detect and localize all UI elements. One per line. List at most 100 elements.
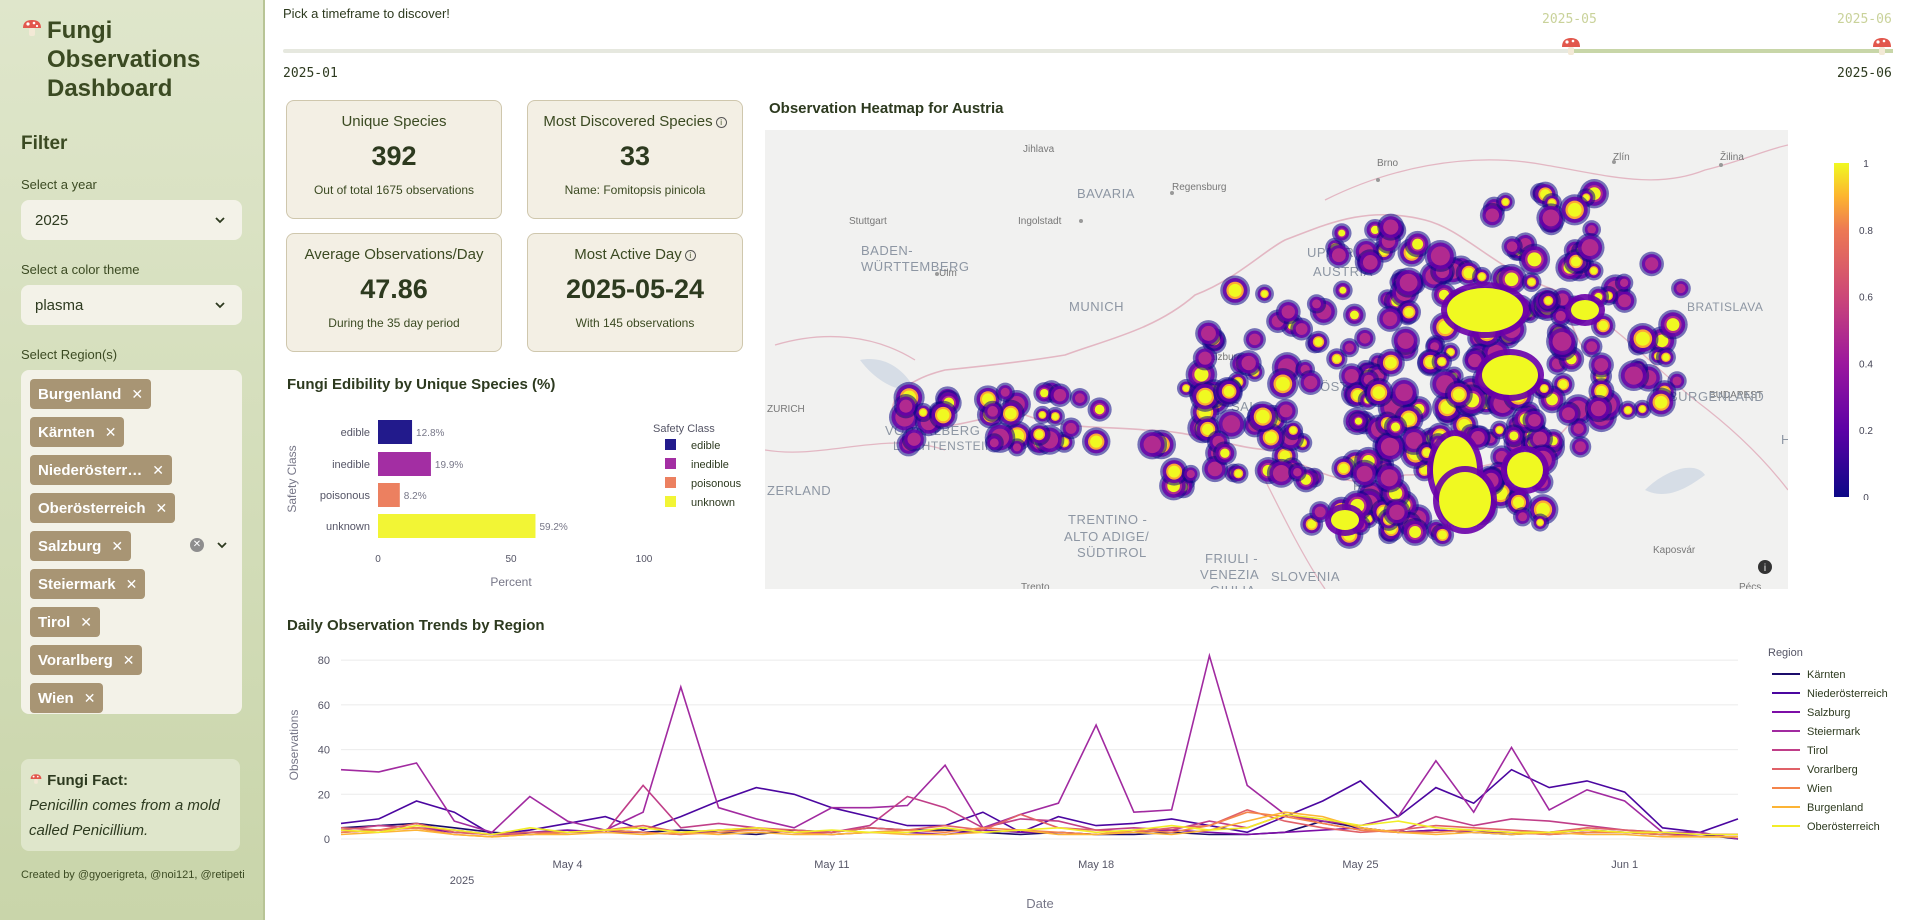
legend-swatch[interactable] (665, 477, 676, 488)
heat-spot (1655, 334, 1669, 348)
map-place-label: Ingolstadt (1018, 216, 1062, 227)
remove-tag-icon[interactable]: ✕ (104, 423, 117, 440)
observation-heatmap[interactable]: Jihlava Brno Zlín Žilina BAVARIA Regensburg St… (765, 130, 1788, 589)
edibility-bar-unknown[interactable] (378, 514, 536, 538)
heat-spot (1412, 238, 1424, 250)
heat-spot (907, 432, 921, 446)
legend-label: Oberösterreich (1807, 821, 1880, 833)
heat-spot (1567, 202, 1582, 217)
region-tag[interactable]: Burgenland ✕ (30, 379, 152, 409)
heat-spot (1362, 255, 1378, 270)
heat-spot (1354, 417, 1363, 425)
heat-spot (1447, 288, 1523, 332)
year-select-value: 2025 (35, 211, 69, 229)
chevron-down-icon[interactable] (214, 537, 230, 553)
edibility-category-label: poisonous (320, 490, 371, 502)
heat-spot (1338, 229, 1346, 237)
kpi-card-unique-species: Unique Species 392 Out of total 1675 obs… (286, 100, 502, 219)
heat-spot (1074, 393, 1085, 404)
slider-end-handle[interactable] (1871, 35, 1893, 57)
region-tag[interactable]: Kärnten ✕ (30, 417, 125, 447)
heat-spot (899, 399, 913, 413)
heat-spot (1581, 239, 1599, 257)
heatmap-canvas[interactable]: Jihlava Brno Zlín Žilina BAVARIA Regensburg St… (765, 130, 1788, 589)
trend-line-7[interactable] (340, 811, 1738, 838)
trend-line-8[interactable] (340, 813, 1738, 836)
edibility-ylabel: Safety Class (285, 445, 299, 512)
region-multiselect[interactable]: Burgenland ✕ Kärnten ✕ Niederösterr… ✕ Ober… (21, 370, 242, 714)
region-tag[interactable]: Steiermark ✕ (30, 569, 146, 599)
edibility-bar-edible[interactable] (378, 420, 413, 444)
remove-tag-icon[interactable]: ✕ (155, 499, 168, 516)
info-icon[interactable]: i (684, 250, 696, 261)
heat-spot (1198, 389, 1212, 404)
heat-spot (1349, 310, 1359, 320)
region-tag[interactable]: Vorarlberg ✕ (30, 645, 143, 675)
region-tag[interactable]: Oberösterreich ✕ (30, 493, 176, 523)
year-select[interactable]: 2025 (21, 200, 242, 240)
edibility-bar-inedible[interactable] (378, 452, 431, 476)
remove-tag-icon[interactable]: ✕ (83, 689, 96, 706)
remove-tag-icon[interactable]: ✕ (80, 613, 92, 630)
heat-spot (1536, 502, 1550, 517)
legend-swatch[interactable] (665, 458, 676, 469)
heat-spot (1666, 318, 1680, 332)
heat-spot (1570, 256, 1582, 267)
remove-tag-icon[interactable]: ✕ (111, 537, 124, 554)
mushroom-icon (21, 16, 47, 103)
heat-spot (1183, 385, 1190, 392)
trend-line-1[interactable] (340, 768, 1739, 836)
legend-swatch[interactable] (665, 496, 676, 507)
info-icon[interactable]: i (715, 117, 727, 128)
timeframe-slider-track[interactable] (283, 49, 1893, 53)
heat-spot (1594, 358, 1609, 372)
map-place-label: Kaposvár (1653, 545, 1696, 556)
info-icon[interactable]: i (1758, 560, 1772, 574)
heat-spot (1202, 423, 1214, 436)
lake (860, 359, 915, 391)
heat-spot (1552, 331, 1572, 352)
kpi-value: 2025-05-24 (565, 274, 705, 304)
map-place-label: ZERLAND (767, 483, 831, 498)
map-place-label: Salzburg (1203, 352, 1242, 363)
multiselect-controls: ✕ (190, 537, 230, 553)
theme-select[interactable]: plasma (21, 285, 242, 325)
region-tag[interactable]: Tirol ✕ (30, 607, 100, 637)
timeframe-label: Pick a timeframe to discover! (283, 6, 450, 21)
heat-spot (989, 438, 999, 448)
heat-spot (1389, 504, 1405, 521)
heat-spot (1542, 209, 1560, 227)
legend-swatch[interactable] (665, 439, 676, 450)
heat-spot (1639, 405, 1646, 413)
clear-all-icon[interactable]: ✕ (190, 538, 204, 552)
remove-tag-icon[interactable]: ✕ (122, 651, 135, 668)
region-tag[interactable]: Salzburg ✕ (30, 531, 132, 561)
sidebar: Fungi Observations Dashboard Filter Sele… (0, 0, 265, 920)
remove-tag-icon[interactable]: ✕ (131, 385, 144, 402)
trends-chart-title: Daily Observation Trends by Region (287, 617, 545, 634)
chevron-down-icon (215, 217, 225, 224)
heat-spot (1635, 331, 1650, 346)
city-dot (1376, 178, 1380, 182)
heat-spot (1586, 341, 1598, 353)
remove-tag-icon[interactable]: ✕ (125, 575, 138, 592)
heat-spot (1672, 376, 1682, 386)
heat-spot (1447, 348, 1454, 356)
heat-spot (1504, 272, 1519, 287)
heat-spot (1463, 267, 1475, 279)
trend-line-3[interactable] (340, 652, 1739, 840)
heat-spot (1094, 404, 1105, 415)
heat-spot (1307, 519, 1317, 529)
remove-tag-icon[interactable]: ✕ (152, 461, 164, 478)
region-tag[interactable]: Niederösterr… ✕ (30, 455, 172, 485)
edibility-bar-poisonous[interactable] (378, 483, 400, 507)
slider-start-handle[interactable] (1560, 35, 1582, 57)
mushroom-icon (30, 774, 42, 784)
heat-spot (1289, 426, 1297, 434)
colorbar-tick: 1 (1863, 159, 1869, 170)
edibility-chart: Safety Class Percent 0 50 100 Safety Cla… (285, 420, 742, 589)
map-place-label: SÜDTIROL (1077, 545, 1147, 560)
edibility-value-label: 59.2% (539, 522, 567, 533)
region-tag[interactable]: Wien ✕ (30, 683, 104, 713)
